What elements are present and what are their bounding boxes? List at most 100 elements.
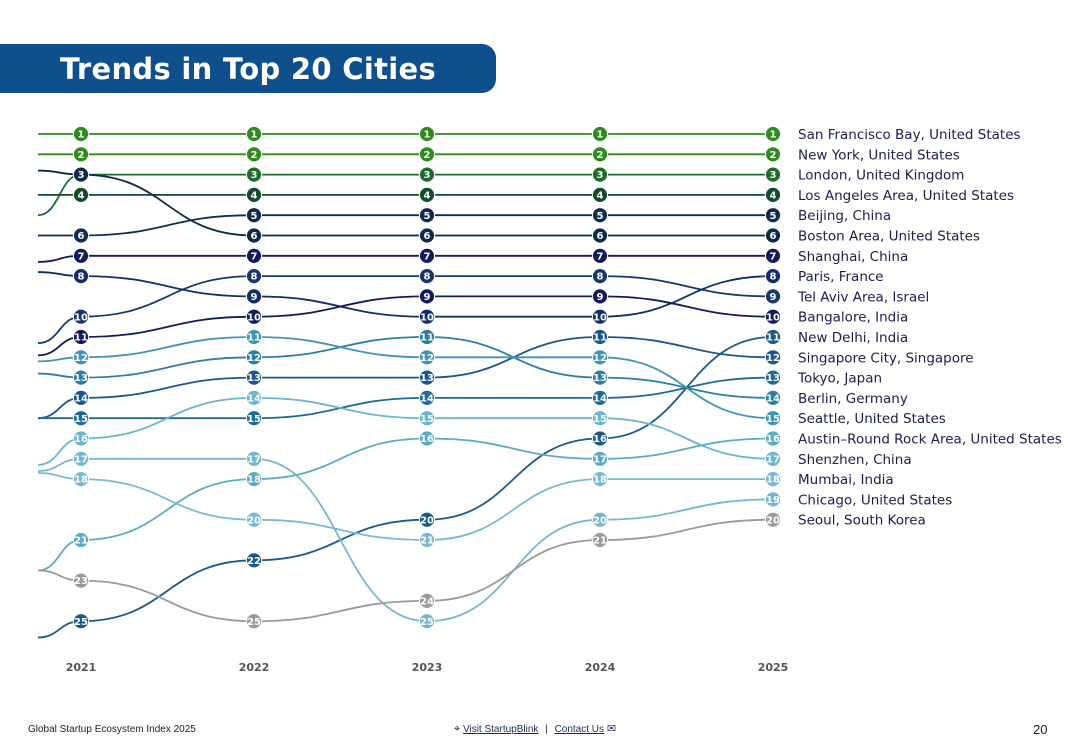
contact-us-link[interactable]: Contact Us [554, 724, 605, 735]
rank-marker: 8 [591, 268, 609, 285]
rank-label: 1 [424, 130, 431, 141]
rank-marker: 15 [591, 410, 609, 427]
rank-circle [245, 166, 263, 183]
rank-label: 20 [247, 515, 261, 526]
rank-marker: 13 [245, 369, 263, 386]
rank-marker: 13 [418, 369, 436, 386]
series-line-shanghai-china [37, 254, 773, 263]
rank-circle [764, 268, 782, 285]
cursor-click-icon: ⌖ [454, 723, 461, 735]
x-tick-label: 2023 [412, 661, 443, 674]
series-lines [37, 133, 774, 639]
rank-marker: 8 [764, 268, 782, 285]
rank-circle [72, 450, 90, 467]
rank-marker: 21 [418, 531, 436, 549]
visit-startupblink-link[interactable]: Visit StartupBlink [462, 724, 539, 735]
rank-circle [72, 613, 90, 630]
rank-label: 11 [420, 333, 434, 344]
rank-circle [245, 308, 263, 325]
rank-circle [72, 389, 90, 406]
rank-marker: 13 [72, 369, 90, 386]
city-label: New York, United States [798, 147, 960, 163]
series-line-tel-aviv-area-israel [37, 271, 774, 318]
rank-label: 17 [766, 454, 780, 465]
rank-marker: 14 [245, 389, 263, 406]
rank-label: 6 [424, 231, 431, 242]
rank-label: 4 [424, 191, 431, 202]
rank-circle [591, 308, 609, 325]
rank-marker: 18 [72, 471, 90, 488]
rank-label: 2 [597, 150, 604, 161]
rank-circle [591, 247, 609, 264]
rank-circle [418, 410, 436, 427]
rank-marker: 5 [418, 207, 436, 224]
rank-circle [72, 146, 90, 163]
rank-circle [245, 471, 263, 488]
rank-marker: 9 [591, 288, 609, 305]
rank-circle [72, 268, 90, 285]
rank-circle [418, 328, 436, 346]
rank-circle [591, 430, 609, 447]
city-label: Chicago, United States [798, 492, 952, 508]
page-number: 20 [1033, 722, 1048, 737]
rank-label: 21 [593, 536, 607, 547]
rank-circle [245, 613, 263, 630]
rank-label: 13 [593, 373, 607, 384]
rank-label: 6 [78, 231, 85, 242]
rank-circle [591, 328, 609, 346]
chat-icon: ✉ [606, 723, 617, 735]
rank-label: 1 [251, 130, 258, 141]
rank-marker: 8 [245, 268, 263, 285]
bump-chart: 1111122222333334444465555366667777710888… [37, 125, 1062, 674]
rank-label: 9 [424, 292, 431, 303]
rank-marker: 10 [764, 308, 782, 325]
rank-circle [245, 146, 263, 163]
rank-label: 15 [420, 414, 434, 425]
rank-label: 2 [251, 150, 258, 161]
city-label: Shanghai, China [798, 249, 908, 265]
rank-label: 9 [770, 292, 777, 303]
rank-circle [764, 247, 782, 264]
rank-label: 10 [420, 312, 434, 323]
rank-circle [591, 288, 609, 305]
rank-marker: 1 [764, 125, 782, 143]
rank-marker: 2 [591, 146, 609, 163]
rank-label: 3 [597, 170, 604, 181]
rank-marker: 6 [591, 227, 609, 244]
rank-label: 12 [766, 353, 780, 364]
rank-label: 13 [766, 373, 780, 384]
title-banner: Trends in Top 20 Cities [0, 44, 496, 93]
rank-label: 15 [74, 414, 88, 425]
rank-circle [72, 369, 90, 386]
rank-circle [591, 389, 609, 406]
rank-circle [764, 166, 782, 183]
series-line-bangalore-india [37, 295, 774, 357]
rank-marker: 3 [764, 166, 782, 183]
rank-marker: 1 [591, 125, 609, 143]
rank-circle [245, 349, 263, 366]
rank-label: 16 [593, 434, 607, 445]
rank-label: 14 [420, 394, 434, 405]
rank-circle [245, 410, 263, 427]
rank-circle [764, 227, 782, 244]
rank-circle [764, 308, 782, 325]
rank-circle [245, 369, 263, 386]
rank-label: 11 [766, 333, 780, 344]
rank-marker: 7 [245, 247, 263, 264]
series-line-boston-area-united-states [37, 169, 773, 237]
rank-marker: 16 [764, 430, 782, 447]
rank-circle [591, 471, 609, 488]
rank-marker: 3 [72, 166, 90, 183]
rank-label: 22 [247, 556, 261, 567]
rank-label: 17 [593, 454, 607, 465]
rank-label: 21 [74, 536, 88, 547]
rank-label: 8 [78, 272, 85, 283]
page-title: Trends in Top 20 Cities [60, 52, 437, 86]
rank-marker: 16 [418, 430, 436, 447]
rank-circle [72, 410, 90, 427]
rank-circle [591, 146, 609, 163]
rank-circle [72, 166, 90, 183]
rank-marker: 21 [72, 531, 90, 549]
x-tick-label: 2021 [66, 661, 97, 674]
rank-circle [591, 207, 609, 224]
